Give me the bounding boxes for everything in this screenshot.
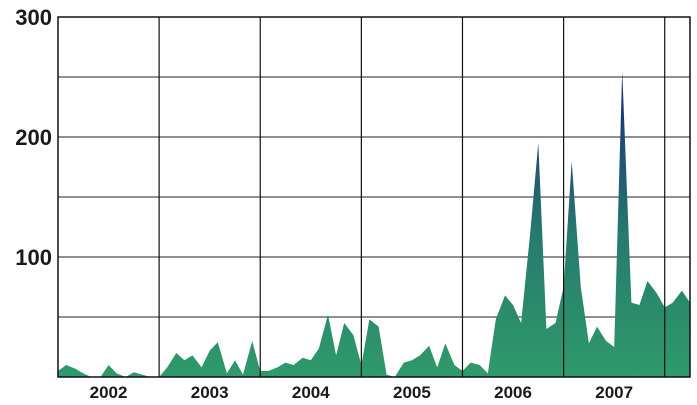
plot-frame [57, 16, 691, 378]
x-tick-label: 2006 [494, 383, 532, 402]
x-tick-label: 2003 [191, 383, 229, 402]
y-axis-ticks: 300 200 100 [15, 5, 52, 270]
y-tick-label: 200 [15, 125, 52, 150]
x-axis-ticks: 2002 2003 2004 2005 2006 2007 [90, 383, 633, 402]
vertical-gridlines [158, 17, 666, 377]
x-tick-label: 2004 [292, 383, 330, 402]
y-tick-label: 300 [15, 5, 52, 30]
x-tick-label: 2005 [393, 383, 431, 402]
x-tick-label: 2007 [595, 383, 633, 402]
data-area [58, 71, 690, 377]
y-tick-label: 100 [15, 245, 52, 270]
x-tick-label: 2002 [90, 383, 128, 402]
